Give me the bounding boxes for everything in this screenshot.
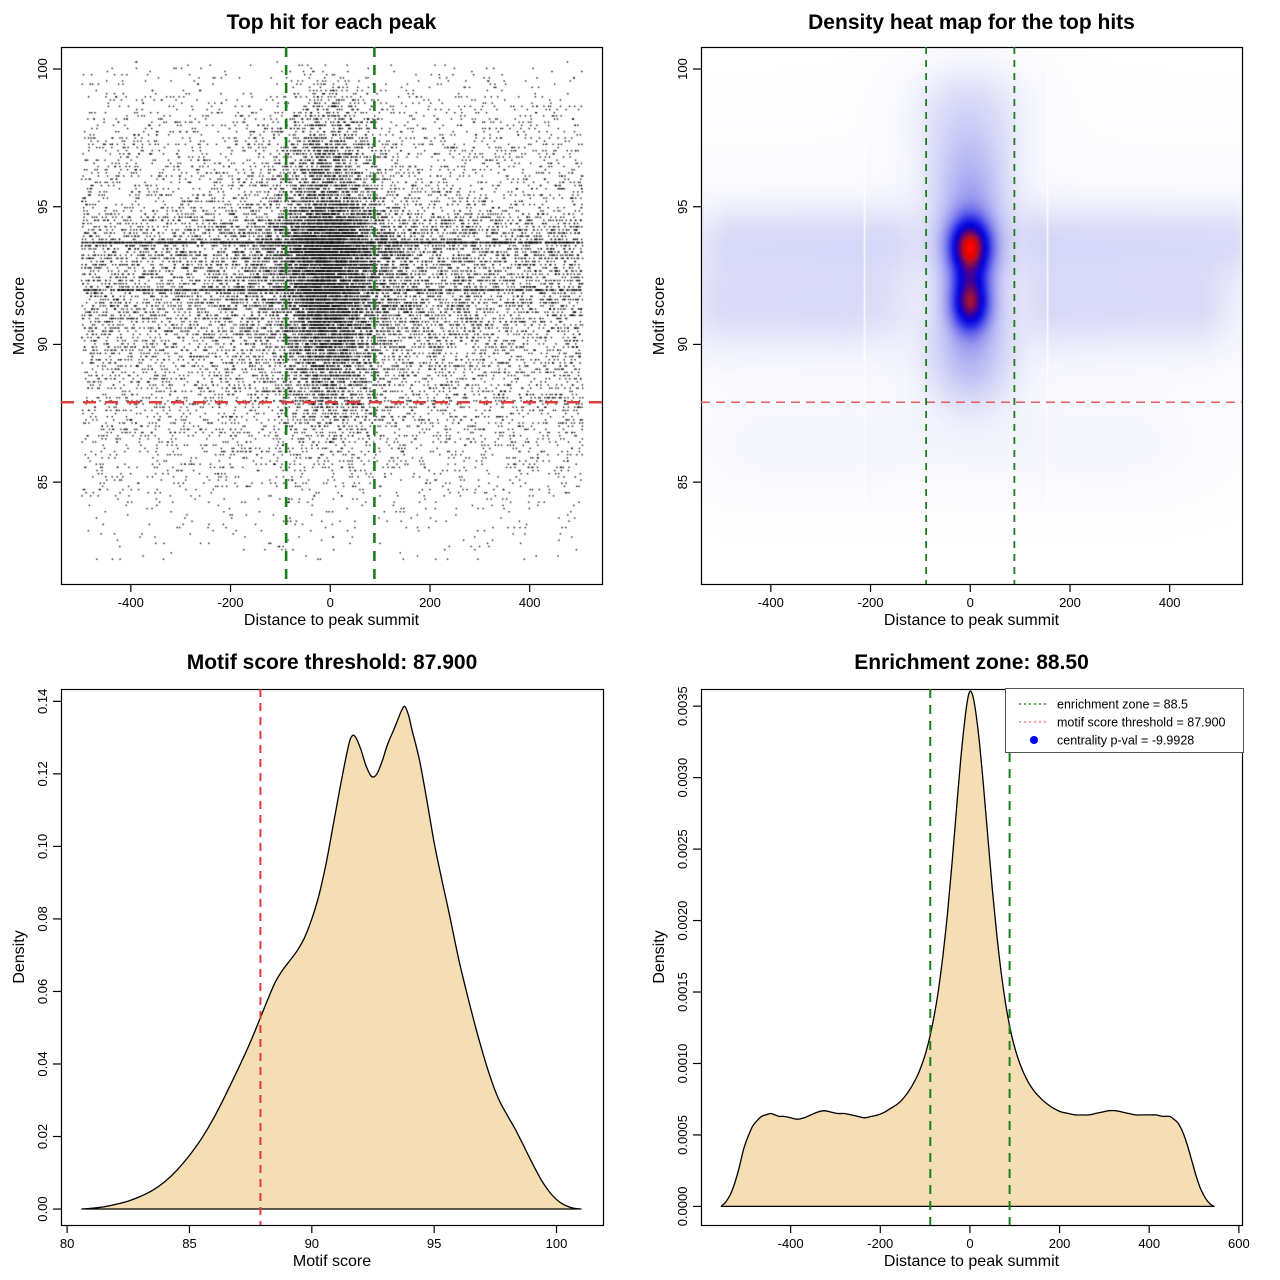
- x-tick-label: 200: [419, 595, 441, 610]
- x-axis-label: Distance to peak summit: [883, 1253, 1060, 1270]
- y-tick-label: 0.0005: [675, 1115, 690, 1155]
- x-tick-label: 0: [967, 595, 974, 610]
- heatmap-axes-svg: -400 -200 0 200 400 85 90 95 100: [675, 46, 1244, 610]
- y-tick-label: 0.0000: [675, 1187, 690, 1227]
- x-tick-label: 200: [1059, 595, 1081, 610]
- plot-box: [60, 46, 604, 586]
- y-tick-label: 0.0035: [675, 686, 690, 726]
- y-tick-label: 95: [35, 199, 50, 213]
- x-tick-label: 85: [182, 1236, 196, 1251]
- heatmap-canvas: [640, 0, 1280, 640]
- y-tick-label: 0.08: [35, 906, 50, 931]
- panel-top-hit-scatter: -400 -200 0 200 400 85 90 95 100 Top hit for eac…: [0, 0, 640, 640]
- panel-distance-density: -400 -200 0 200 400 600 0.0000 0.0005 0.0010 0.00…: [640, 640, 1280, 1280]
- y-tick-label: 0.0020: [675, 901, 690, 941]
- y-tick-label: 0.06: [35, 979, 50, 1004]
- x-tick-label: 400: [1159, 595, 1181, 610]
- y-tick-label: 90: [675, 337, 690, 351]
- legend-box: [1005, 688, 1244, 753]
- legend-item-label: centrality p-val = -9.9928: [1057, 734, 1194, 748]
- x-axis-label: Motif score: [292, 1253, 372, 1270]
- y-tick-label: 95: [675, 199, 690, 213]
- y-tick-label: 0.0030: [675, 758, 690, 798]
- panel-title: Density heat map for the top hits: [808, 11, 1135, 34]
- x-tick-label: -400: [778, 1236, 804, 1251]
- y-tick-label: 100: [675, 58, 690, 80]
- panel-motif-score-density: 80 85 90 95 100 0.00 0.02 0.04 0.06 0.08 0.10 0.12 0…: [0, 640, 640, 1280]
- legend-point-sample: [1030, 736, 1038, 744]
- legend-item-label: enrichment zone = 88.5: [1057, 698, 1188, 712]
- panel-title: Motif score threshold: 87.900: [186, 651, 478, 674]
- density-curve: [81, 705, 582, 1210]
- y-tick-label: 85: [675, 475, 690, 489]
- x-tick-label: 400: [519, 595, 541, 610]
- x-tick-label: 100: [546, 1236, 568, 1251]
- plot-box: [700, 46, 1244, 586]
- x-tick-label: -200: [867, 1236, 893, 1251]
- x-tick-label: 0: [966, 1236, 973, 1251]
- y-tick-label: 0.0025: [675, 829, 690, 869]
- x-tick-label: 80: [60, 1236, 74, 1251]
- y-axis-label: Motif score: [11, 276, 28, 355]
- y-tick-label: 0.02: [35, 1124, 50, 1149]
- y-tick-label: 0.0010: [675, 1044, 690, 1084]
- panel-title: Top hit for each peak: [226, 11, 437, 34]
- motif-density-svg: 80 85 90 95 100 0.00 0.02 0.04 0.06 0.08 0.10 0.12 0…: [35, 688, 605, 1251]
- x-tick-label: -200: [218, 595, 244, 610]
- x-tick-label: 90: [305, 1236, 319, 1251]
- y-tick-label: 0.0015: [675, 972, 690, 1012]
- x-tick-label: 600: [1228, 1236, 1250, 1251]
- y-axis-label: Density: [651, 930, 668, 984]
- y-tick-label: 100: [35, 58, 50, 80]
- density-curve: [720, 690, 1215, 1208]
- x-axis-label: Distance to peak summit: [883, 612, 1060, 629]
- y-axis-label: Density: [11, 930, 28, 984]
- legend-item-label: motif score threshold = 87.900: [1057, 716, 1226, 730]
- distance-density-svg: -400 -200 0 200 400 600 0.0000 0.0005 0.0010 0.00…: [675, 686, 1250, 1251]
- x-tick-label: 400: [1138, 1236, 1160, 1251]
- plot-box: [700, 688, 1244, 1227]
- y-tick-label: 90: [35, 337, 50, 351]
- y-tick-label: 0.04: [35, 1051, 50, 1076]
- x-tick-label: 0: [327, 595, 334, 610]
- x-tick-label: -400: [118, 595, 144, 610]
- x-tick-label: -400: [758, 595, 784, 610]
- y-tick-label: 0.10: [35, 834, 50, 859]
- y-tick-label: 0.14: [35, 689, 50, 714]
- x-axis-label: Distance to peak summit: [243, 612, 420, 629]
- y-tick-label: 85: [35, 475, 50, 489]
- x-tick-label: 200: [1049, 1236, 1071, 1251]
- y-tick-label: 0.00: [35, 1196, 50, 1221]
- y-tick-label: 0.12: [35, 761, 50, 786]
- x-tick-label: 95: [427, 1236, 441, 1251]
- scatter-points-canvas: [0, 0, 640, 640]
- x-tick-label: -200: [858, 595, 884, 610]
- panel-title: Enrichment zone: 88.50: [854, 651, 1089, 674]
- scatter-axes-svg: -400 -200 0 200 400 85 90 95 100: [35, 46, 604, 610]
- plot-box: [60, 688, 605, 1227]
- y-axis-label: Motif score: [651, 276, 668, 355]
- panel-density-heatmap: -400 -200 0 200 400 85 90 95 100 Density heat ma…: [640, 0, 1280, 640]
